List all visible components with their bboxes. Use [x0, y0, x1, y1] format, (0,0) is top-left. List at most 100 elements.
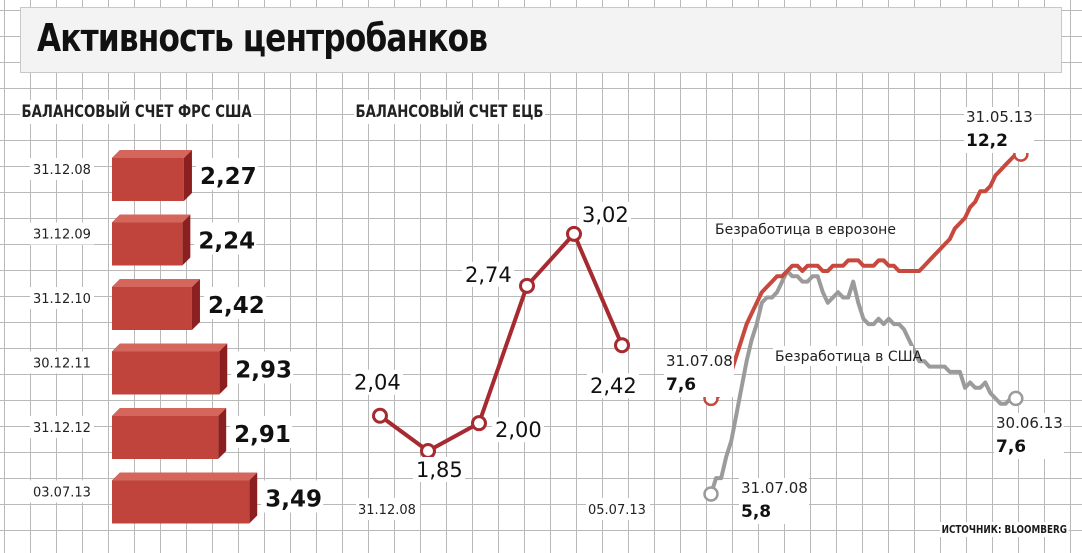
- fed-bar-top: [112, 472, 258, 481]
- fed-value-bg: [231, 351, 294, 384]
- fed-bar-end: [249, 472, 258, 524]
- fed-date-bg: [30, 480, 94, 503]
- fed-bar-chart: 31.12.08 2,27 31.12.09 2,24 31.12.10 2,42 30.1…: [30, 150, 324, 524]
- fed-value-bg: [261, 480, 324, 513]
- fed-date-bg: [30, 351, 94, 374]
- fed-bar: [112, 351, 220, 395]
- fed-value-label: 2,27: [200, 164, 257, 190]
- fed-bar-group: 31.12.08 2,27: [30, 150, 258, 201]
- ecb-point: [566, 225, 582, 242]
- ecb-value-label: 3,02: [582, 203, 629, 227]
- fed-date-bg: [30, 222, 94, 245]
- ecb-point: [372, 407, 388, 424]
- fed-bar-top: [112, 214, 191, 223]
- fed-value-label: 2,42: [208, 293, 265, 319]
- fed-bar-end: [182, 214, 191, 266]
- ecb-value-label: 2,04: [354, 371, 401, 395]
- fed-date-label: 31.12.08: [33, 163, 91, 178]
- eurozone-end-value: 12,2: [966, 131, 1008, 151]
- fed-bar: [112, 158, 184, 201]
- fed-bar-end: [219, 343, 228, 395]
- eurozone-series-line: [711, 152, 1021, 401]
- us-end-value: 7,6: [996, 437, 1026, 457]
- fed-chart-title: БАЛАНСОВЫЙ СЧЕТ ФРС США: [20, 100, 254, 124]
- fed-bar-group: 30.12.11 2,93: [30, 343, 294, 395]
- fed-bar-end: [218, 408, 227, 459]
- ecb-value-label: 2,74: [465, 263, 512, 287]
- source-note: ИСТОЧНИК: BLOOMBERG: [940, 522, 1069, 537]
- fed-date-bg: [30, 287, 94, 309]
- ecb-value-label: 2,00: [495, 418, 542, 442]
- eurozone-series-name: Безработица в еврозоне: [715, 222, 896, 238]
- fed-date-label: 31.12.09: [33, 228, 91, 243]
- fed-value-label: 2,24: [198, 229, 255, 255]
- fed-date-label: 31.12.12: [33, 421, 91, 436]
- fed-value-label: 2,93: [235, 358, 292, 384]
- ecb-value-bg: [351, 369, 403, 395]
- unemployment-line-chart: Безработица в еврозоне Безработица в США 3…: [664, 107, 1064, 524]
- ecb-value-bg: [462, 261, 514, 287]
- eurozone-start-annotation-bg: [664, 351, 734, 397]
- us-end-date: 30.06.13: [996, 414, 1063, 432]
- fed-value-bg: [195, 158, 258, 190]
- ecb-line-chart: 2,04 1,85 2,00 2,74 3,02 2,42 31.12.08 05.07.13: [351, 201, 650, 520]
- fed-bar-top: [112, 279, 200, 287]
- fed-bar: [112, 222, 183, 266]
- fed-value-label: 2,91: [234, 422, 291, 448]
- ecb-x-label-end: 05.07.13: [588, 503, 646, 518]
- ecb-point: [420, 443, 436, 459]
- fed-date-label: 31.12.10: [33, 292, 91, 307]
- fed-date-bg: [30, 416, 94, 438]
- us-start-point: [703, 486, 719, 502]
- ecb-point: [614, 337, 630, 354]
- ecb-x-label-start: 31.12.08: [358, 503, 416, 518]
- us-series-line: [709, 269, 1016, 495]
- eurozone-end-date: 31.05.13: [966, 108, 1033, 126]
- ecb-value-bg: [587, 373, 639, 399]
- ecb-series-line: [378, 231, 624, 453]
- us-end-annotation-bg: [994, 413, 1064, 459]
- fed-bar-end: [191, 279, 200, 330]
- fed-bar-group: 03.07.13 3,49: [30, 472, 324, 524]
- ecb-point: [519, 277, 535, 294]
- title-box: Активность центробанков: [20, 7, 1062, 73]
- fed-value-label: 3,49: [265, 487, 322, 513]
- fed-date-bg: [30, 158, 94, 180]
- ecb-x-label-bg: [356, 498, 420, 520]
- fed-bar: [112, 480, 250, 524]
- fed-bar-top: [112, 408, 227, 416]
- fed-bar-group: 31.12.12 2,91: [30, 408, 293, 459]
- fed-bar-group: 31.12.09 2,24: [30, 214, 257, 266]
- fed-bar: [112, 287, 192, 330]
- us-series-name: Безработица в США: [775, 349, 923, 365]
- fed-date-label: 03.07.13: [33, 486, 91, 501]
- fed-value-bg: [203, 287, 266, 319]
- us-end-point: [1008, 390, 1024, 407]
- ecb-point: [471, 415, 487, 432]
- us-start-value: 5,8: [741, 502, 771, 522]
- fed-value-bg: [194, 222, 257, 255]
- fed-bar-top: [112, 150, 192, 158]
- eurozone-start-date: 31.07.08: [666, 352, 733, 370]
- ecb-value-bg: [413, 457, 465, 482]
- eurozone-start-value: 7,6: [666, 375, 696, 395]
- fed-bar-group: 31.12.10 2,42: [30, 279, 266, 330]
- us-start-annotation-bg: [739, 478, 809, 524]
- fed-date-label: 30.12.11: [33, 357, 91, 372]
- fed-bar-top: [112, 343, 228, 352]
- us-name-bg: [773, 346, 913, 366]
- eurozone-end-annotation-bg: [964, 107, 1034, 153]
- eurozone-name-bg: [713, 219, 885, 239]
- ecb-value-label: 2,42: [590, 374, 637, 398]
- ecb-value-label: 1,85: [416, 458, 463, 482]
- ecb-value-bg: [579, 201, 631, 227]
- page-title: Активность центробанков: [37, 16, 488, 60]
- ecb-x-label-bg: [586, 498, 650, 520]
- fed-bar-end: [183, 150, 192, 201]
- ecb-value-bg: [492, 417, 544, 443]
- ecb-chart-title: БАЛАНСОВЫЙ СЧЕТ ЕЦБ: [354, 100, 546, 124]
- us-start-date: 31.07.08: [741, 479, 808, 497]
- fed-bar: [112, 416, 219, 459]
